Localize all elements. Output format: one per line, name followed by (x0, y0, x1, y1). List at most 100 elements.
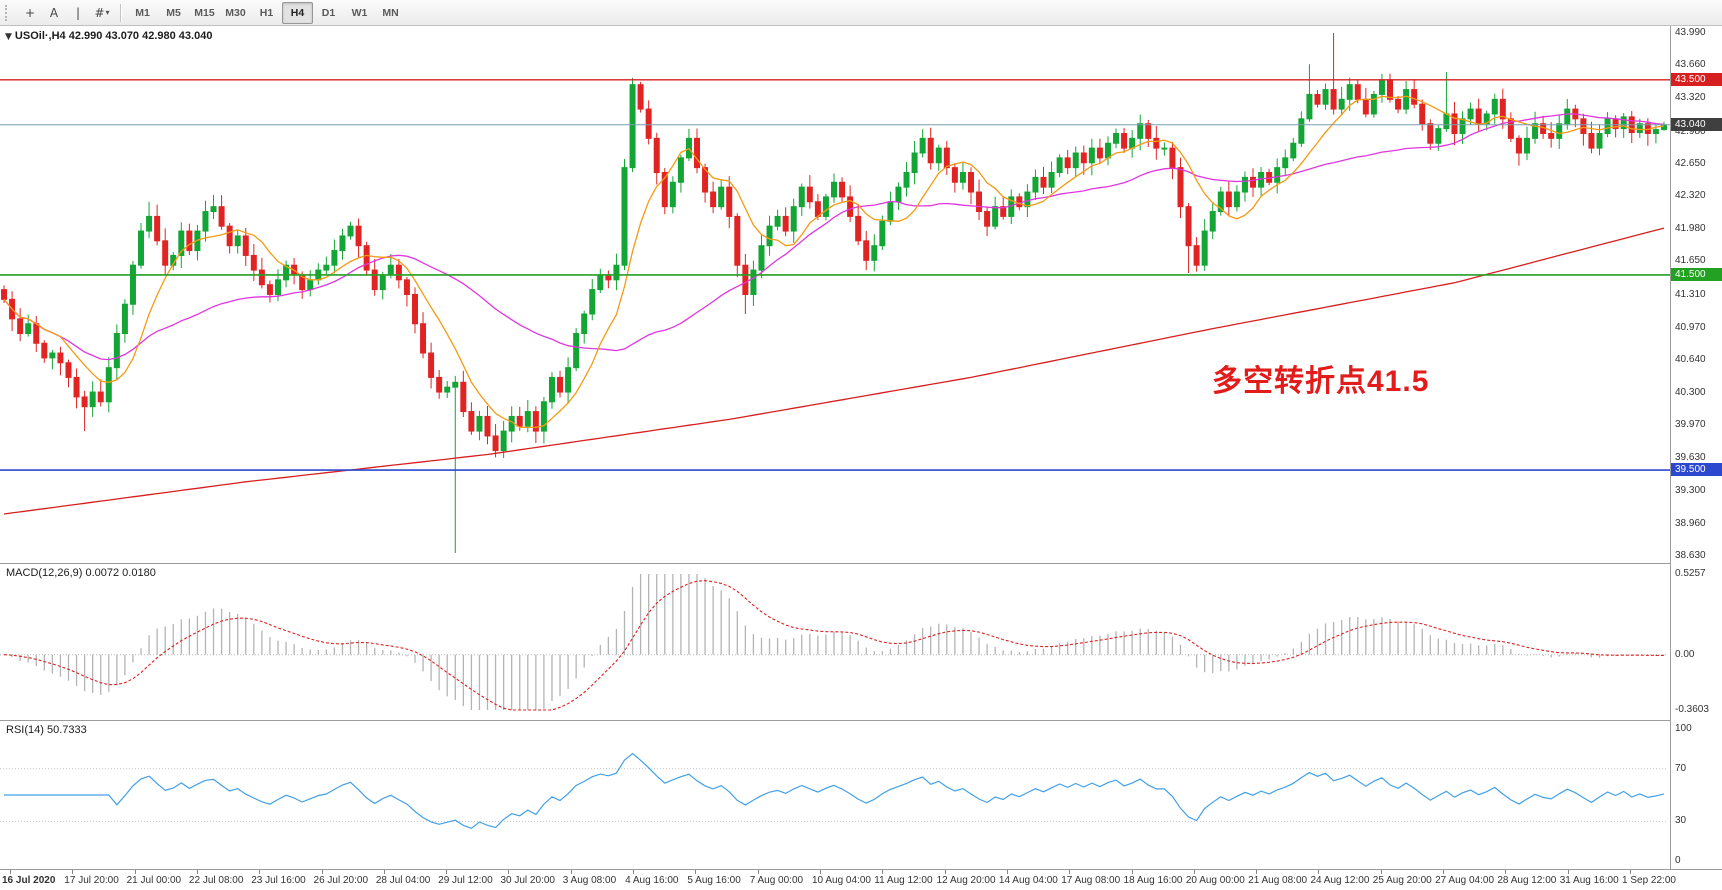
price-axis-label: 43.320 (1675, 92, 1706, 104)
time-axis-tick (570, 870, 572, 874)
timeframe-button-h4[interactable]: H4 (282, 1, 313, 24)
price-axis-label: 39.970 (1675, 419, 1706, 431)
time-axis-label: 27 Aug 04:00 (1435, 875, 1495, 886)
time-axis-label: 18 Aug 16:00 (1123, 875, 1183, 886)
time-axis-label: 28 Jul 04:00 (375, 875, 431, 886)
time-axis-label: 25 Aug 20:00 (1372, 875, 1432, 886)
price-scale[interactable]: 43.990 43.660 43.320 42.980 42.650 42.320 41.9… (1670, 26, 1722, 869)
price-axis-label: 41.650 (1675, 255, 1706, 267)
main-chart-panel: ▼ USOil·,H4 42.990 43.070 42.980 43.040 多… (0, 26, 1670, 563)
time-axis-tick (1505, 870, 1507, 874)
timeframe-button-m15[interactable]: M15 (194, 6, 215, 19)
time-axis-tick (1567, 870, 1569, 874)
time-axis[interactable]: 16 Jul 2020 17 Jul 20:00 21 Jul 00:00 22 Ju… (0, 869, 1722, 890)
drawing-tools: + A | # ▾ (18, 2, 114, 24)
price-axis-label: 43.990 (1675, 27, 1706, 38)
time-axis-tick (757, 870, 759, 874)
time-axis-label: 28 Aug 12:00 (1497, 875, 1557, 886)
price-line-tag: 43.500 (1671, 72, 1722, 86)
time-axis-label: 23 Jul 16:00 (251, 875, 306, 886)
vertical-line-tool[interactable]: | (66, 2, 90, 24)
crosshair-tool[interactable]: + (18, 2, 42, 24)
time-axis-label: 7 Aug 00:00 (749, 875, 804, 886)
time-axis-label: 24 Aug 12:00 (1310, 875, 1370, 886)
price-axis-label: 38.960 (1675, 517, 1706, 529)
time-axis-label: 11 Aug 12:00 (874, 875, 933, 886)
toolbar-separator (120, 3, 121, 22)
time-axis-tick (1069, 870, 1071, 874)
vertical-line-icon: | (75, 5, 81, 20)
text-label-icon: A (49, 5, 59, 20)
timeframe-button-h1[interactable]: H1 (259, 6, 274, 19)
rsi-panel: RSI(14) 50.7333 (0, 720, 1670, 869)
rsi-canvas[interactable] (0, 721, 1670, 869)
time-axis-tick (321, 870, 323, 874)
timeframe-button-m1[interactable]: M1 (135, 6, 150, 19)
rsi-axis-label: 30 (1675, 815, 1687, 827)
time-axis-tick (134, 870, 136, 874)
toolbar: + A | # ▾ M1 M5 M15 M30 H1 H4 D1 W1 MN (0, 0, 1722, 26)
rsi-axis-label: 100 (1675, 723, 1692, 734)
macd-label: MACD(12,26,9) 0.0072 0.0180 (6, 567, 156, 579)
time-axis-tick (508, 870, 510, 874)
rsi-label: RSI(14) 50.7333 (6, 724, 87, 736)
time-axis-tick (1006, 870, 1008, 874)
time-axis-label: 17 Aug 08:00 (1061, 875, 1121, 886)
price-axis-label: 43.660 (1675, 59, 1706, 71)
price-axis-label: 39.300 (1675, 484, 1706, 496)
time-axis-tick (383, 870, 385, 874)
symbol-quote-text: USOil·,H4 42.990 43.070 42.980 43.040 (14, 30, 213, 42)
crosshair-icon: + (24, 5, 36, 20)
timeframe-button-m5[interactable]: M5 (166, 6, 181, 19)
time-axis-tick (1443, 870, 1445, 874)
time-axis-tick (820, 870, 821, 874)
symbol-quote-label: ▼ USOil·,H4 42.990 43.070 42.980 43.040 (5, 30, 212, 42)
macd-axis-label: 0.5257 (1675, 568, 1706, 579)
time-axis-tick (10, 870, 11, 874)
time-axis-tick (1630, 870, 1631, 874)
time-axis-tick (196, 870, 198, 874)
time-axis-tick (259, 870, 261, 874)
timeframe-button-mn[interactable]: MN (382, 6, 399, 19)
timeframe-button-d1[interactable]: D1 (321, 6, 336, 19)
price-axis-label: 42.980 (1675, 125, 1706, 137)
macd-axis-label: 0.00 (1675, 648, 1695, 660)
rsi-axis-label: 0 (1675, 855, 1681, 866)
toolbar-grip[interactable] (5, 4, 12, 21)
cycle-lines-tool[interactable]: # ▾ (90, 2, 114, 24)
text-label-tool[interactable]: A (42, 2, 66, 24)
time-axis-label: 29 Jul 12:00 (438, 875, 493, 886)
chart-annotation-text[interactable]: 多空转折点41.5 (1212, 365, 1430, 398)
price-axis-label: 39.630 (1675, 452, 1706, 464)
price-axis-label: 42.320 (1675, 189, 1706, 201)
price-axis-label: 41.980 (1675, 223, 1706, 235)
time-axis-label: 17 Jul 20:00 (64, 875, 119, 886)
time-axis-tick (446, 870, 448, 874)
time-axis-label: 21 Aug 08:00 (1248, 875, 1308, 886)
price-axis-label: 42.650 (1675, 157, 1706, 169)
main-chart-canvas[interactable] (0, 26, 1670, 563)
time-axis-label: 31 Aug 16:00 (1559, 875, 1619, 886)
collapse-triangle-icon[interactable]: ▼ (5, 32, 12, 42)
time-axis-tick (1380, 870, 1382, 874)
timeframe-button-m30[interactable]: M30 (225, 6, 246, 19)
price-axis-label: 40.640 (1675, 353, 1706, 365)
price-line-tag: 43.040 (1671, 117, 1722, 131)
price-axis-label: 41.310 (1675, 288, 1706, 300)
chevron-down-icon: ▾ (105, 8, 110, 17)
time-axis-label: 16 Jul 2020 (2, 875, 56, 886)
time-axis-label: 5 Aug 16:00 (687, 875, 741, 886)
macd-canvas[interactable] (0, 564, 1670, 720)
macd-panel: MACD(12,26,9) 0.0072 0.0180 (0, 563, 1670, 720)
time-axis-tick (72, 870, 74, 874)
timeframe-button-w1[interactable]: W1 (351, 6, 368, 19)
time-axis-tick (1256, 870, 1258, 874)
macd-axis-label: -0.3603 (1675, 704, 1709, 715)
time-axis-tick (1318, 870, 1320, 874)
time-axis-tick (695, 870, 697, 874)
time-axis-tick (1131, 870, 1133, 874)
rsi-axis-label: 70 (1675, 762, 1687, 774)
time-axis-label: 12 Aug 20:00 (936, 875, 996, 886)
time-axis-tick (882, 870, 884, 874)
